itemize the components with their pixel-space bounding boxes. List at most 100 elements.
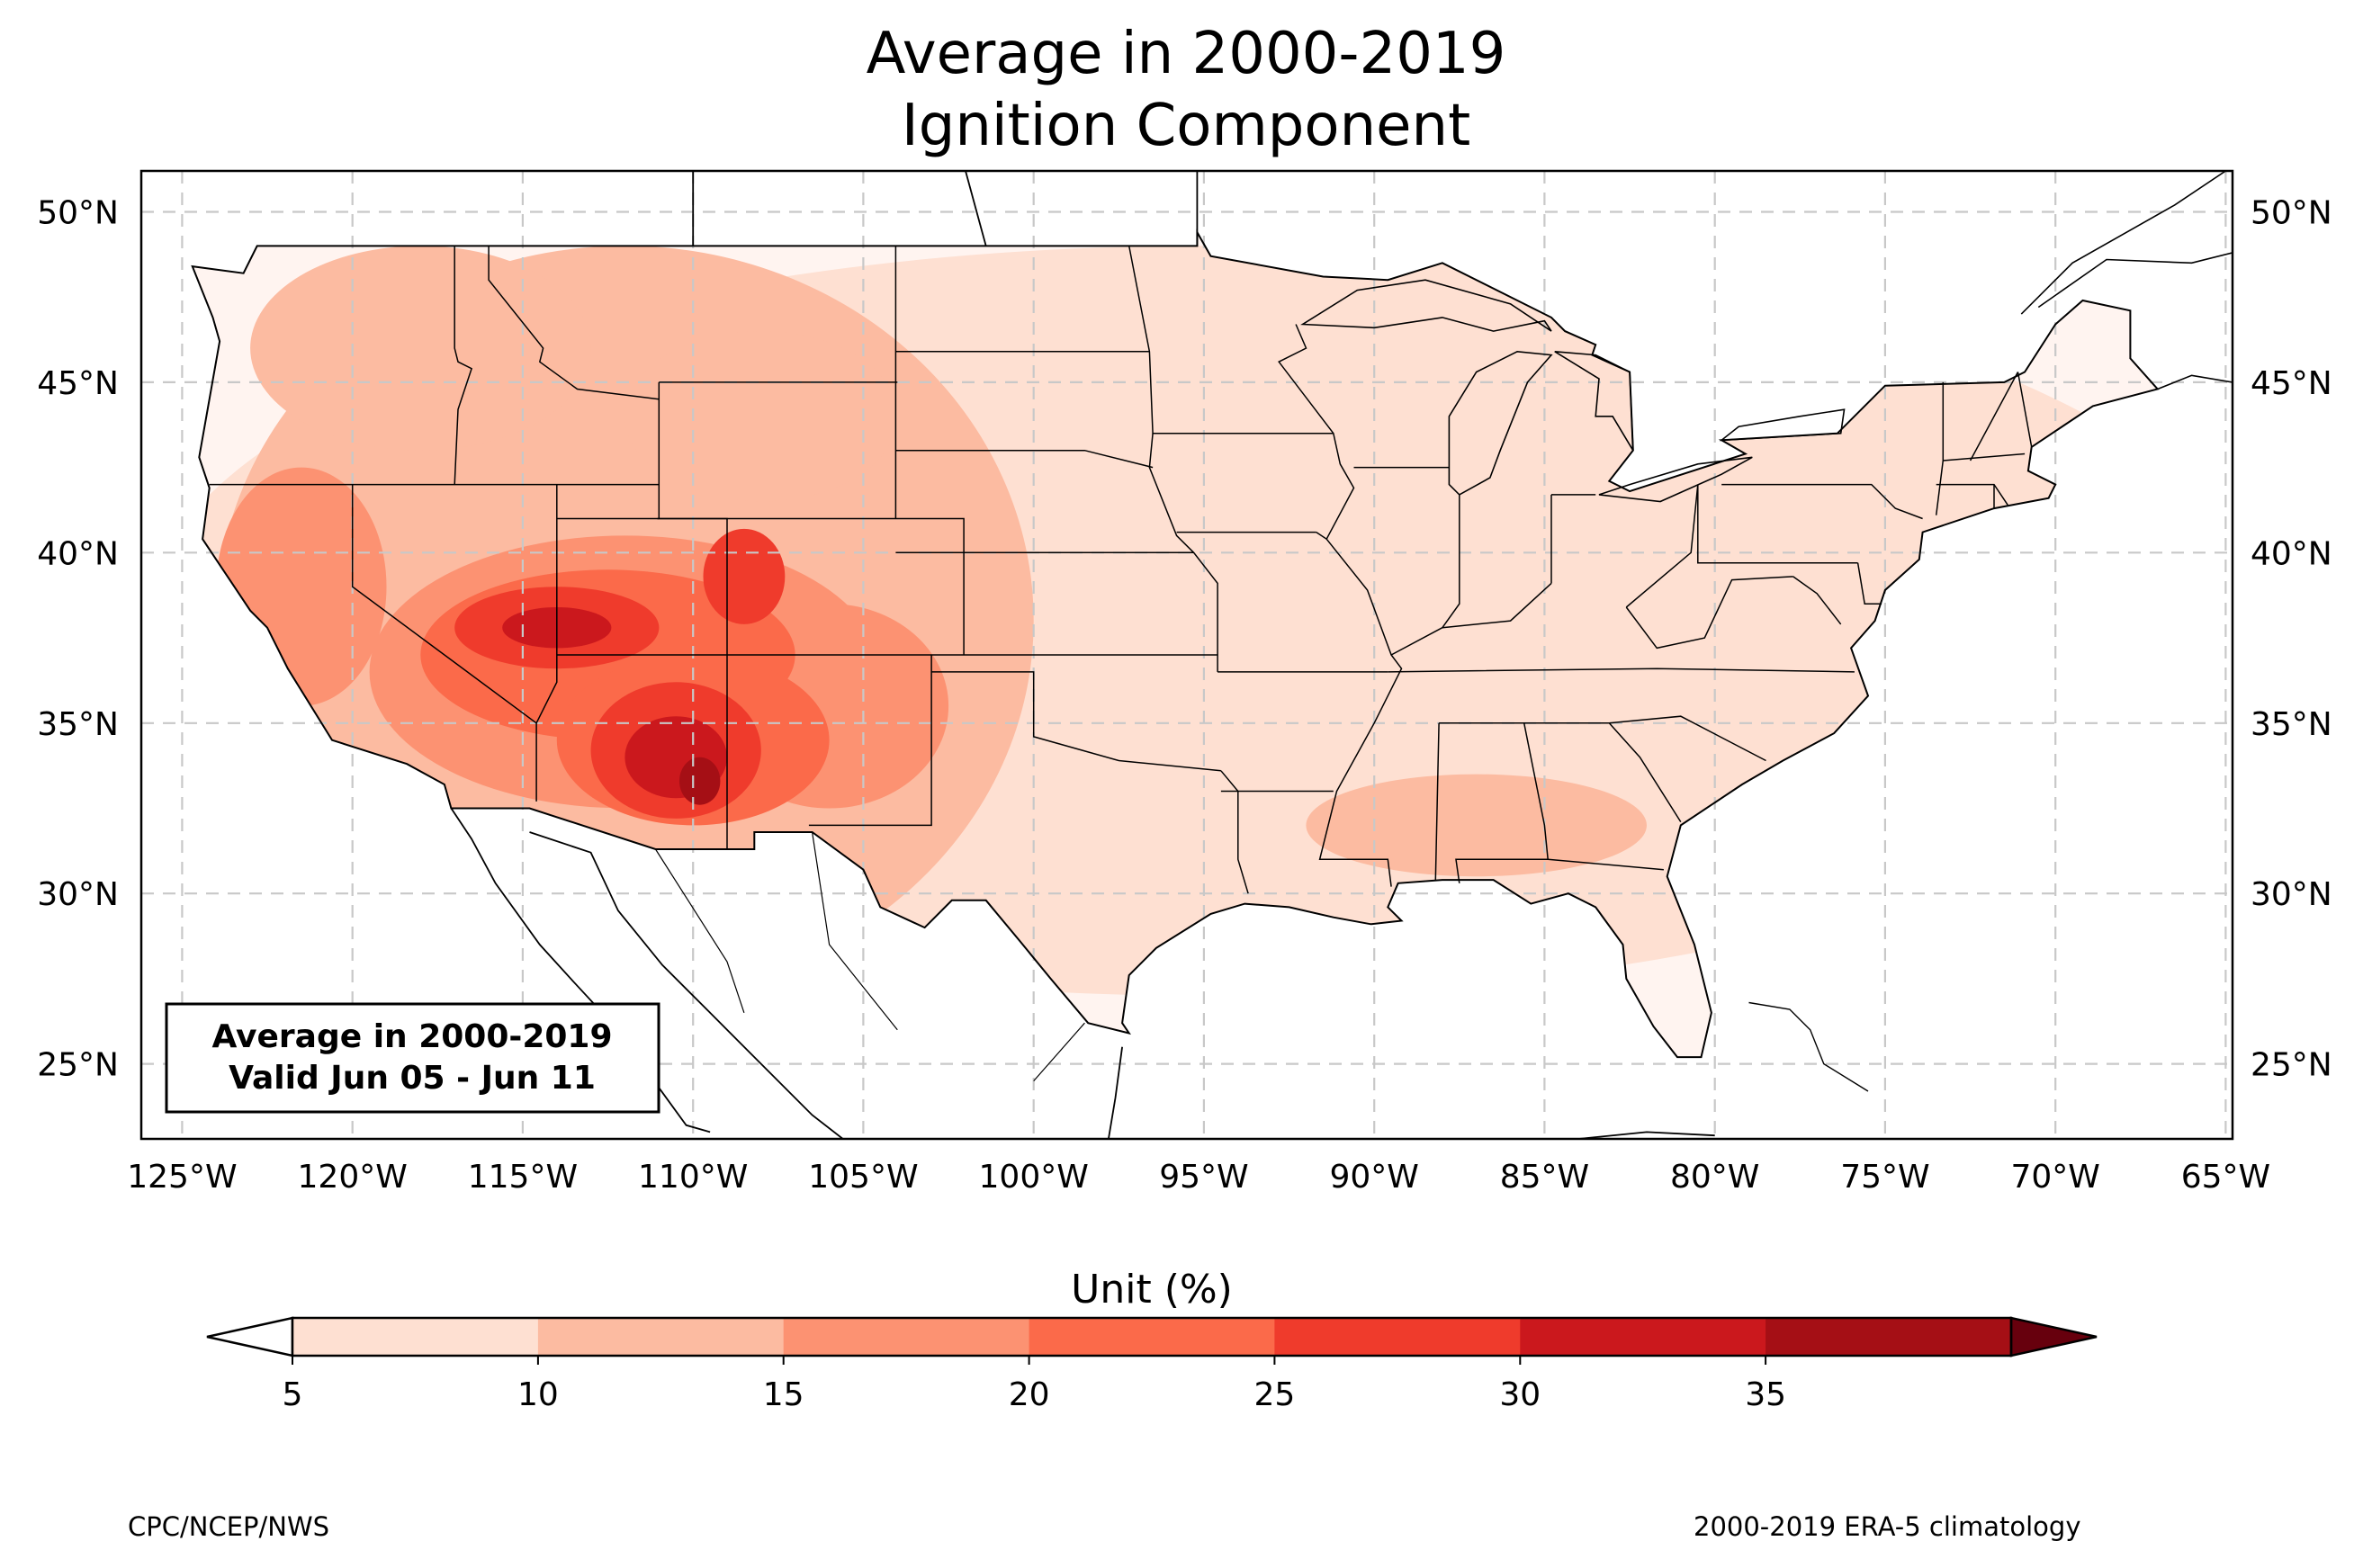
colorbar-tick-label: 35 [1745,1376,1786,1413]
mexico-west-coast [529,831,844,1139]
longitude-label: 120°W [298,1159,408,1196]
colorbar-segment [1766,1318,2012,1356]
colorbar-frame [291,1316,2013,1357]
latitude-label-right: 25°N [2251,1047,2332,1084]
great-lake [1448,350,1553,496]
baja-coast [450,808,711,1133]
longitude-labels: 125°W 120°W 115°W 110°W 105°W 100°W 95°W 90°W 85… [127,1159,2270,1196]
info-box-frame [165,1002,660,1114]
state-border [1388,668,1855,673]
colorbar-segment [783,1318,1030,1356]
colorbar-segment [292,1318,539,1356]
state-border [1434,722,1440,881]
colorbar-tick-label: 15 [763,1376,804,1413]
mexico-state-border [812,831,898,1031]
cuba-coast [1576,1131,1715,1139]
field-contour-3 [624,331,898,502]
state-border [1856,562,1882,605]
map-title-line-1: Average in 2000-2019 [866,21,1506,87]
colorbar-tick-label: 30 [1499,1376,1541,1413]
bahamas-coast [1748,1001,1869,1092]
st-lawrence-north [2020,171,2226,315]
great-lake [1300,279,1552,332]
latitude-label-left: 45°N [37,365,119,402]
state-border [1792,576,1842,625]
state-border [454,246,473,485]
longitude-label: 115°W [468,1159,578,1196]
field-contour-4 [1306,774,1647,877]
state-border [488,246,660,400]
info-box-line-2: Valid Jun 05 - Jun 11 [229,1060,596,1097]
longitude-label: 110°W [638,1159,748,1196]
longitude-label: 85°W [1500,1159,1589,1196]
longitude-label: 90°W [1329,1159,1418,1196]
latitude-label-left: 40°N [37,535,119,572]
colorbar-under-arrow [206,1316,294,1357]
longitude-label: 75°W [1840,1159,1929,1196]
info-box-line-1: Average in 2000-2019 [211,1018,612,1055]
colorbar-tick-label: 10 [517,1376,559,1413]
colorbar-tick-label: 5 [283,1376,303,1413]
field-contour-15 [679,757,721,805]
mexico-state-border [654,848,745,1013]
longitude-label: 125°W [127,1159,237,1196]
state-border [1625,484,1699,608]
colorbar-segment [537,1318,785,1356]
state-border [1969,372,2019,461]
state-border [931,671,1221,772]
latitude-label-right: 35°N [2251,706,2332,743]
longitude-label: 65°W [2181,1159,2270,1196]
latitude-label-left: 50°N [37,195,119,232]
state-border [1697,484,1858,564]
colorbar-label: Unit (%) [1071,1267,1233,1313]
state-border [2017,372,2033,448]
state-border [1935,381,1945,515]
great-lake [1554,351,1634,452]
colorbar-segment [1029,1318,1275,1356]
info-box: Average in 2000-2019 Valid Jun 05 - Jun … [165,1002,660,1114]
bay-of-fundy [2157,374,2233,390]
canada-province-border [965,171,987,246]
field-contour-2 [250,246,591,451]
latitude-label-left: 25°N [37,1047,119,1084]
state-border [1148,433,1218,672]
colorbar: 5 10 15 20 25 30 35 [206,1316,2098,1413]
state-border [1442,582,1552,629]
latitude-labels-right: 50°N 45°N 40°N 35°N 30°N 25°N [2251,195,2332,1084]
field-contour-12 [703,528,786,624]
great-lake [1598,456,1753,503]
state-border [1442,494,1460,629]
latitude-labels-left: 50°N 45°N 40°N 35°N 30°N 25°N [37,195,119,1084]
latitude-label-right: 50°N [2251,195,2332,232]
longitude-label: 100°W [979,1159,1089,1196]
gaspe-coast [2037,252,2233,309]
latitude-label-left: 35°N [37,706,119,743]
state-border [657,517,965,655]
colorbar-tick-label: 20 [1009,1376,1050,1413]
state-border [1390,627,1443,656]
state-border [1721,483,1923,520]
state-border [1220,770,1249,894]
longitude-label: 95°W [1159,1159,1248,1196]
map-frame [139,169,2234,1141]
longitude-label: 105°W [808,1159,918,1196]
colorbar-tick-label: 25 [1253,1376,1295,1413]
state-border [1128,246,1334,435]
mexico-state-border [1033,1022,1085,1081]
state-border [808,655,932,827]
colorbar-over-arrow [2009,1316,2098,1357]
colorbar-segment [1520,1318,1766,1356]
footer-climatology: 2000-2019 ERA-5 climatology [1694,1511,2081,1542]
colorbar-segment [1274,1318,1521,1356]
latitude-label-right: 45°N [2251,365,2332,402]
state-border [1278,324,1355,541]
state-border [895,449,1154,469]
state-border [1608,722,1682,823]
state-border [351,484,537,724]
map-title-line-2: Ignition Component [901,93,1471,159]
footer-source: CPC/NCEP/NWS [128,1511,330,1542]
state-border [1943,452,2026,461]
coastlines-and-borders [191,171,2233,1139]
latitude-label-right: 30°N [2251,876,2332,913]
